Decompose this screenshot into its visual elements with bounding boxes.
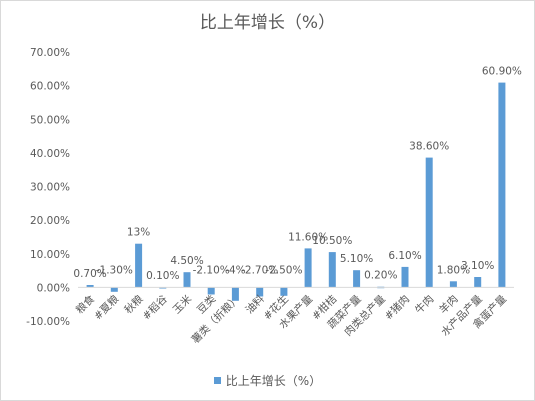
y-tick-label: 70.00%: [30, 47, 70, 59]
data-label: 0.10%: [146, 270, 179, 282]
y-tick-label: 50.00%: [30, 114, 70, 126]
data-label: -2.10%: [193, 264, 230, 276]
y-tick-label: 40.00%: [30, 148, 70, 160]
data-label: -4%: [225, 264, 245, 276]
x-category-label: #稻谷: [140, 293, 170, 323]
bar: [183, 272, 191, 288]
bar: [401, 266, 409, 288]
x-category-label: 牛肉: [412, 292, 436, 316]
bar: [353, 270, 361, 288]
chart-title: 比上年增长（%）: [199, 13, 336, 33]
bar: [498, 82, 506, 288]
data-label: -2.50%: [265, 264, 302, 276]
bar: [474, 277, 482, 288]
bar: [110, 287, 118, 292]
bar: [304, 248, 312, 288]
data-label: 3.10%: [461, 260, 494, 272]
y-tick-label: 10.00%: [30, 249, 70, 261]
data-label: 4.50%: [170, 255, 203, 267]
bar: [207, 287, 215, 295]
data-labels: 0.70%-1.30% 13% 0.10% 4.50%-2.10%-4%-2.70%-…: [73, 66, 522, 282]
y-tick-label: -10.00%: [26, 316, 70, 328]
data-label: 1.80%: [437, 264, 470, 276]
data-label: 10.50%: [312, 235, 352, 247]
data-label: 38.60%: [409, 141, 449, 153]
data-label: 5.10%: [340, 253, 373, 265]
data-label: -2.70%: [241, 264, 278, 276]
data-label: 60.90%: [482, 66, 522, 78]
data-label: -1.30%: [96, 264, 133, 276]
legend-label: 比上年增长（%）: [225, 374, 322, 388]
y-tick-label: 20.00%: [30, 215, 70, 227]
legend-swatch: [213, 377, 221, 384]
bar: [425, 157, 433, 288]
legend: 比上年增长（%）: [0, 372, 535, 389]
data-label: 0.70%: [73, 268, 106, 280]
y-tick-label: 0.00%: [37, 282, 70, 294]
bar: [449, 281, 457, 288]
bar: [135, 243, 143, 288]
bar: [280, 287, 288, 296]
y-tick-label: 30.00%: [30, 182, 70, 194]
bar: [328, 252, 336, 288]
data-label: 13%: [127, 227, 150, 239]
data-label: 6.10%: [388, 250, 421, 262]
data-label: 11.60%: [288, 231, 328, 243]
bar: [231, 287, 239, 301]
bar: [86, 285, 94, 288]
y-axis-ticks: -10.00% 0.00% 10.00% 20.00% 30.00% 40.00% 50.0…: [26, 47, 70, 328]
x-category-label: 玉米: [170, 292, 194, 316]
y-tick-label: 60.00%: [30, 81, 70, 93]
x-category-label: #猪肉: [382, 292, 412, 322]
data-label: 0.20%: [364, 270, 397, 282]
bar: [256, 287, 264, 297]
x-category-label: #夏粮: [91, 292, 122, 323]
